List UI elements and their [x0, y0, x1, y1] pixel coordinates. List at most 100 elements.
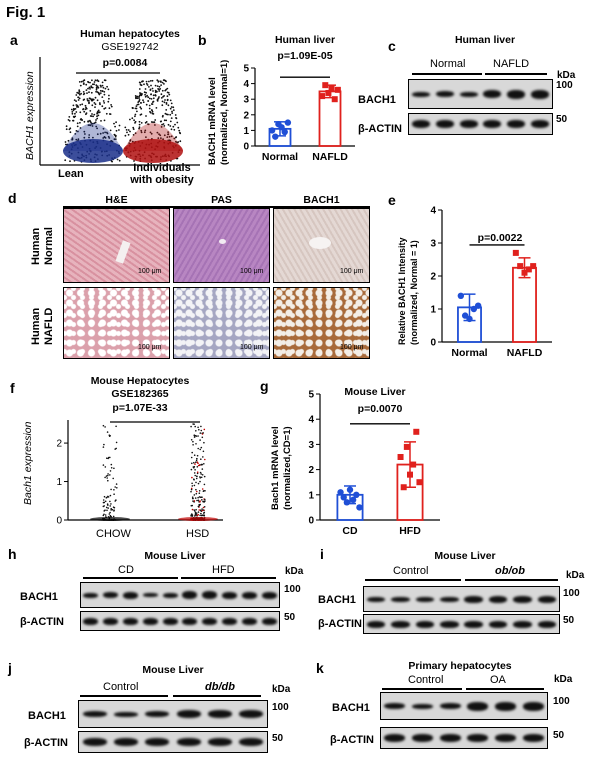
scatter-point: [200, 458, 202, 460]
panel-h-group2-line: [181, 577, 276, 579]
violin-point: [118, 129, 120, 131]
data-point: [474, 302, 482, 309]
violin-point: [69, 160, 71, 163]
scatter-point: [190, 439, 193, 441]
scatter-point: [198, 490, 201, 492]
violin-point: [147, 96, 150, 99]
violin-point: [69, 131, 72, 134]
violin-point: [127, 133, 130, 136]
violin-point: [75, 100, 77, 102]
violin-point: [170, 102, 173, 105]
scatter-point: [107, 457, 109, 460]
blot-band: [391, 620, 410, 628]
scatter-point: [196, 461, 199, 463]
scatter-point: [109, 511, 111, 514]
violin-point: [132, 128, 135, 130]
panel-h-actin-blot: [80, 611, 280, 631]
scatter-point: [193, 484, 196, 487]
violin-point: [162, 114, 164, 117]
violin-point: [134, 115, 136, 118]
violin-point: [97, 114, 100, 117]
y-tick-label: 4: [430, 206, 436, 217]
scatter-point: [195, 492, 198, 495]
violin-point: [156, 99, 159, 101]
scatter-point: [198, 492, 201, 494]
violin-point: [146, 84, 149, 86]
data-point: [340, 494, 347, 501]
panel-j-kda: kDa: [272, 684, 291, 695]
blot-band: [261, 617, 277, 625]
panel-c-group1: Normal: [430, 58, 466, 70]
violin-point: [93, 113, 96, 116]
panel-e-ylabel-line1: Relative BACH1 Intensity: [397, 237, 407, 345]
violin-point: [171, 110, 173, 113]
violin-point: [172, 125, 175, 128]
violin-point: [108, 113, 111, 115]
blot-band: [83, 592, 99, 598]
panel-d-col2: PAS: [211, 194, 232, 206]
violin-point: [79, 127, 82, 129]
panel-j-group2-line: [173, 695, 261, 697]
scatter-point: [105, 497, 108, 499]
violin-point: [150, 98, 153, 100]
scatter-point: [196, 471, 199, 473]
blot-band: [411, 91, 430, 97]
panel-h-row2: β-ACTIN: [20, 616, 64, 628]
y-tick-label: 5: [243, 64, 249, 75]
scatter-point: [190, 488, 193, 491]
violin-point: [85, 83, 88, 86]
violin-point: [132, 126, 135, 129]
scatter-point: [201, 463, 203, 466]
panel-a-pvalue: p=0.0084: [102, 57, 148, 69]
panel-j-row2: β-ACTIN: [24, 737, 68, 749]
scatter-point: [203, 506, 206, 508]
violin-point: [160, 97, 163, 99]
scatter-point: [197, 511, 200, 513]
scatter-point: [196, 458, 198, 460]
violin-point: [163, 125, 166, 127]
scatter-point: [107, 479, 109, 482]
violin-point: [99, 84, 102, 87]
scatter-point: [113, 489, 115, 491]
violin-point: [152, 97, 155, 100]
violin-point: [162, 95, 164, 98]
violin-point: [167, 104, 170, 107]
panel-label-j: j: [8, 660, 12, 676]
panel-k-actin-blot: [380, 727, 548, 749]
blot-band: [415, 620, 435, 628]
scatter-point: [113, 493, 115, 495]
violin-point: [100, 86, 102, 88]
violin-point: [145, 80, 148, 83]
violin-point: [142, 99, 144, 102]
blot-band: [82, 738, 107, 746]
panel-f-title-line1: Mouse Hepatocytes: [90, 375, 190, 387]
panel-c-row2: β-ACTIN: [358, 123, 402, 135]
scatter-point: [109, 474, 111, 476]
violin-point: [82, 99, 85, 101]
blot-band: [208, 738, 232, 746]
data-point: [353, 491, 360, 498]
data-point: [521, 269, 528, 276]
scatter-point: [191, 462, 193, 465]
scatter-point: [196, 499, 198, 502]
scatter-point: [193, 454, 196, 456]
violin-point: [99, 132, 102, 135]
violin-point: [108, 97, 110, 100]
scatter-point: [190, 425, 192, 428]
violin-point: [78, 97, 81, 100]
panel-j-row1: BACH1: [28, 710, 66, 722]
violin-point: [151, 103, 154, 105]
pas-nafld-image: [173, 287, 270, 359]
scatter-point: [201, 436, 204, 439]
violin-point: [92, 115, 94, 118]
scatter-point: [192, 423, 194, 425]
category-label: HFD: [399, 525, 421, 537]
violin-point: [160, 93, 163, 96]
panel-f-group1: CHOW: [96, 528, 131, 540]
panel-g-bar-chart: 0 1 2 3 4 5 CD HFD: [308, 390, 440, 537]
violin-point: [76, 125, 79, 128]
violin-point: [148, 97, 151, 100]
violin-point: [125, 129, 128, 131]
scatter-point: [112, 506, 115, 508]
panel-a-group2-line2: with obesity: [130, 174, 194, 186]
